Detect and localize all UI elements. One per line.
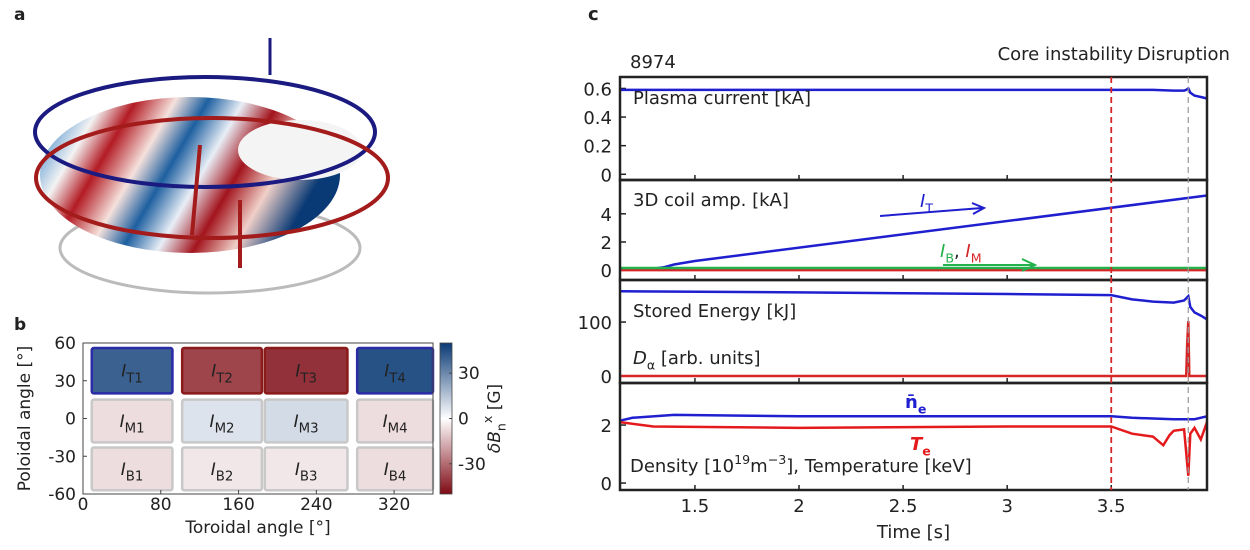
text-part: B1 [126,470,144,485]
y-axis-label: Poloidal angle [°] [15,346,35,492]
event-label: Core instability [998,44,1134,65]
panel-label: a [14,5,25,25]
text-part: T3 [299,371,317,386]
x-axis-label: Time [s] [876,522,950,543]
y-tick-label: 0 [601,165,612,186]
x-tick-label: 2 [793,496,804,517]
text-part: n [493,423,508,431]
event-label: Disruption [1137,44,1230,65]
text-part: , [954,241,965,262]
text-part: M4 [388,422,408,437]
x-tick-label: 240 [300,495,332,515]
y-tick-label: 30 [54,372,76,392]
panel-label: b [14,315,26,335]
y-tick-label: 0 [65,410,76,430]
x-tick-label: 320 [378,495,410,515]
text-part: M1 [125,422,145,437]
subplot-label: Te [910,434,931,458]
text-part: e [918,401,927,416]
text-part: T2 [215,371,233,386]
text-part: Stored Energy [kJ] [633,301,796,322]
panel-c: c 8974 0 0.2 0.4 0.6 Plasma current [kA] 0 2 4 3D … [578,4,1230,543]
figure: c 8974 0 0.2 0.4 0.6 Plasma current [kA] 0 2 4 3D … [0,0,1250,550]
text-part: M2 [215,422,235,437]
subplot-label: IB, IM [940,241,982,265]
text-part: M [971,250,982,265]
text-part: D [633,348,647,369]
colorbar-tick-label: -30 [458,455,486,475]
text-part: B3 [300,470,318,485]
x-tick-label: 160 [222,495,254,515]
subplot-label: Plasma current [kA] [633,88,811,109]
torus-render [35,38,388,293]
text-part: B [945,250,954,265]
text-part: −3 [768,452,787,467]
x-axis-label: Toroidal angle [°] [184,518,330,538]
text-part: m [750,456,768,477]
colorbar-label: δBnx [G] [480,384,509,453]
y-tick-label: 0 [601,261,612,282]
text-part: [G] [485,384,505,416]
text-part: 19 [734,452,750,467]
subplot-label: Stored Energy [kJ] [633,301,796,322]
subplot-label: 3D coil amp. [kA] [633,190,789,211]
text-part: T1 [125,371,143,386]
x-tick-label: 1.5 [681,496,710,517]
y-tick-label: 2 [601,416,612,437]
text-part: δB [485,431,505,453]
series-line [620,415,1207,421]
text-part: n̄ [905,392,918,413]
text-part: M3 [299,422,319,437]
y-tick-label: 2 [601,233,612,254]
y-tick-label: 0.4 [583,108,612,129]
shot-number: 8974 [630,52,676,73]
x-tick-label: 2.5 [889,496,918,517]
text-part: Density [10 [630,456,734,477]
y-tick-label: 0 [601,474,612,495]
text-part: B2 [216,470,234,485]
x-tick-label: 3.5 [1097,496,1126,517]
text-part: Plasma current [kA] [633,88,811,109]
y-tick-label: 0.2 [583,137,612,158]
colorbar-tick-label: 30 [458,364,480,384]
y-tick-label: 60 [54,334,76,354]
y-tick-label: 0.6 [583,79,612,100]
y-tick-label: -60 [48,485,76,505]
y-tick-label: -30 [48,447,76,467]
subplot-label: Density [1019m−3], Temperature [keV] [630,452,972,477]
text-part: 3D coil amp. [kA] [633,190,789,211]
panel-label: c [588,4,599,25]
y-tick-label: 100 [578,313,612,334]
colorbar-tick-label: 0 [458,410,469,430]
y-tick-label: 4 [601,205,612,226]
text-part: B4 [389,470,407,485]
y-tick-label: 0 [601,367,612,388]
text-part: α [647,357,655,372]
subplot-label: n̄e [905,392,926,416]
x-tick-label: 0 [78,495,89,515]
text-part: T4 [388,371,406,386]
x-tick-label: 3 [1001,496,1012,517]
x-tick-label: 80 [150,495,172,515]
subplot-label: Dα [arb. units] [633,348,761,372]
text-part: [arb. units] [655,348,760,369]
text-part: ], Temperature [keV] [786,456,971,477]
